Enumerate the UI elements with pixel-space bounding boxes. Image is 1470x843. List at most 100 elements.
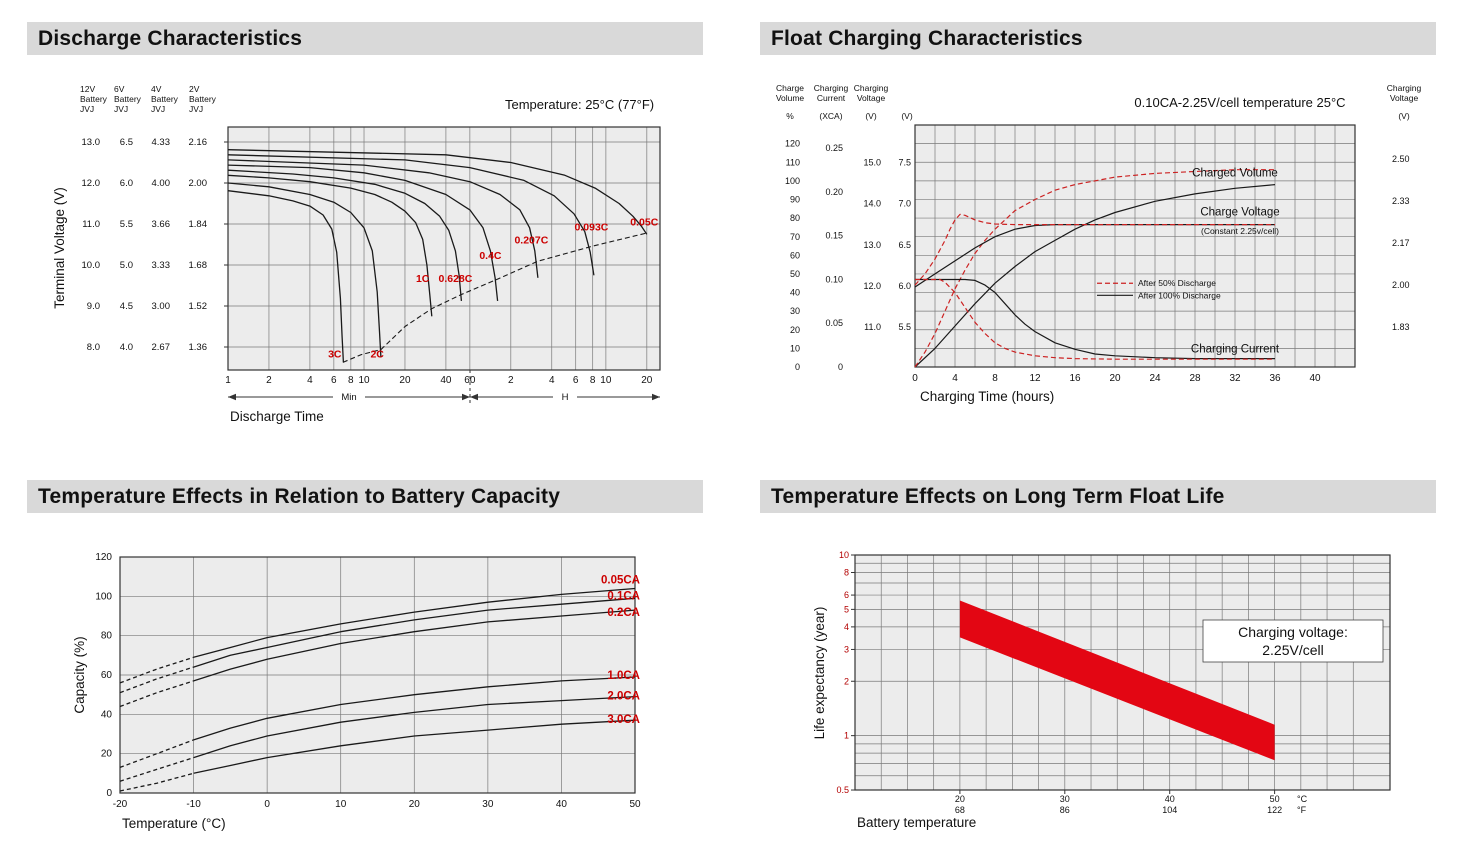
y-tick-label: 0.5 <box>836 785 849 795</box>
curve <box>914 213 1275 286</box>
charging-voltage-note-line2: 2.25V/cell <box>1262 642 1323 658</box>
x-tick-label: 10 <box>600 375 612 386</box>
cutoff-envelope <box>342 232 647 363</box>
x-axis-title: Temperature (°C) <box>122 816 226 831</box>
rate-label: 0.4C <box>479 250 502 262</box>
y-tick-label: 0 <box>106 788 112 799</box>
arrowhead <box>462 393 470 401</box>
y-tick-label: 12.0 <box>82 178 101 189</box>
curve-2C <box>227 182 382 358</box>
arrowhead <box>470 393 478 401</box>
x-axis-title: Charging Time (hours) <box>920 389 1054 404</box>
y-axis-title: Life expectancy (year) <box>812 607 827 740</box>
axis-header: Charging <box>854 83 889 93</box>
curve-label: Charging Current <box>1191 343 1280 355</box>
y-tick-label: 120 <box>785 139 800 149</box>
y-axis-title: Terminal Voltage (V) <box>52 187 67 309</box>
y-tick-label: 6.5 <box>898 240 911 250</box>
temperature-note: Temperature: 25°C (77°F) <box>505 97 654 112</box>
x-tick-label: 6 <box>331 375 337 386</box>
rate-label: 0.05CA <box>601 575 640 587</box>
y-tick-label: 3.66 <box>152 219 171 230</box>
y-tick-label: 60 <box>101 670 113 681</box>
y-scale-header: JVJ <box>114 104 128 114</box>
x-tick-label: 10 <box>335 799 347 810</box>
life-expectancy-band <box>959 600 1275 761</box>
y-tick-label: 40 <box>101 709 113 720</box>
y-tick-label: 5 <box>844 604 849 614</box>
y-tick-label: 10 <box>790 343 800 353</box>
y-tick-label: 14.0 <box>863 199 881 209</box>
y-tick-label: 0.15 <box>825 231 843 241</box>
rate-label: 0.207C <box>514 234 548 246</box>
y-tick-label: 15.0 <box>863 158 881 168</box>
curve-0.2CA <box>193 609 636 682</box>
x-axis-title: Discharge Time <box>230 409 324 424</box>
axis-header: Charging <box>1387 83 1422 93</box>
curve-label: Charged Volume <box>1192 167 1278 179</box>
x-tick-label: 20 <box>399 375 411 386</box>
curve <box>914 184 1276 368</box>
rate-label: 3C <box>328 348 342 360</box>
x-tick-fahrenheit: 86 <box>1060 805 1070 815</box>
y-tick-label: 13.0 <box>82 137 101 148</box>
y-tick-label: 2.16 <box>189 137 208 148</box>
y-tick-label: 40 <box>790 288 800 298</box>
curve-label: Charge Voltage <box>1200 206 1279 218</box>
y-tick-label: 13.0 <box>863 240 881 250</box>
plot-region <box>333 390 365 403</box>
curve-3.0CA-dashed <box>119 772 194 792</box>
y-tick-label: 2.00 <box>189 178 208 189</box>
curve-0.05CA <box>193 587 636 658</box>
x-tick-label: 4 <box>549 375 555 386</box>
axis-header: Voltage <box>1390 93 1419 103</box>
y-tick-label: 11.0 <box>864 322 881 332</box>
conditions-note: 0.10CA-2.25V/cell temperature 25°C <box>1134 95 1345 110</box>
x-tick-label: 0 <box>264 799 270 810</box>
y-tick-label: 20 <box>101 749 113 760</box>
y-tick-label: 3 <box>844 644 849 654</box>
header-float-charging: Float Charging Characteristics <box>760 22 1436 55</box>
y-tick-label: 6 <box>844 590 849 600</box>
y-tick-label: 7.5 <box>898 158 911 168</box>
y-tick-label: 4.33 <box>152 137 171 148</box>
y-scale-header: JVJ <box>80 104 94 114</box>
x-tick-label: 36 <box>1269 373 1281 384</box>
y-scale-header: JVJ <box>189 104 203 114</box>
axis-unit: (V) <box>1398 111 1410 121</box>
axis-header: Voltage <box>857 93 886 103</box>
curve-0.05C <box>227 149 648 235</box>
y-tick-label: 4 <box>844 622 849 632</box>
y-scale-header: 12V <box>80 84 95 94</box>
header-temperature-float-life: Temperature Effects on Long Term Float L… <box>760 480 1436 513</box>
x-tick-label: 30 <box>482 799 494 810</box>
float-series <box>914 169 1276 368</box>
y-tick-label: 2.67 <box>152 342 171 353</box>
rate-label: 0.1CA <box>607 590 640 602</box>
curve <box>914 169 1275 368</box>
header-discharge-characteristics: Discharge Characteristics <box>27 22 703 55</box>
x-tick-label: -20 <box>113 799 128 810</box>
curve-1.0CA-dashed <box>119 739 194 769</box>
curve-0.093C <box>227 154 595 276</box>
x-tick-label: 1 <box>225 375 231 386</box>
y-scale-header: Battery <box>114 94 142 104</box>
x-tick-fahrenheit: 122 <box>1267 805 1282 815</box>
unit-min-label: Min <box>341 392 356 403</box>
y-tick-label: 0.05 <box>825 318 843 328</box>
annotation-box <box>1202 619 1384 663</box>
fahrenheit-unit-label: °F <box>1297 805 1307 815</box>
x-tick-label: 0 <box>912 373 918 384</box>
axis-header: Volume <box>776 93 805 103</box>
y-tick-label: 12.0 <box>863 281 881 291</box>
x-tick-label: 6 <box>573 375 579 386</box>
x-tick-label: 40 <box>1309 373 1321 384</box>
y-tick-label: 2.33 <box>1392 196 1410 206</box>
y-tick-label: 120 <box>95 552 112 563</box>
plot-region <box>227 126 661 371</box>
charging-voltage-note-line1: Charging voltage: <box>1238 624 1348 640</box>
rate-label: 1.0CA <box>607 670 640 682</box>
y-tick-label: 8.0 <box>87 342 100 353</box>
curve-1C <box>227 174 433 317</box>
